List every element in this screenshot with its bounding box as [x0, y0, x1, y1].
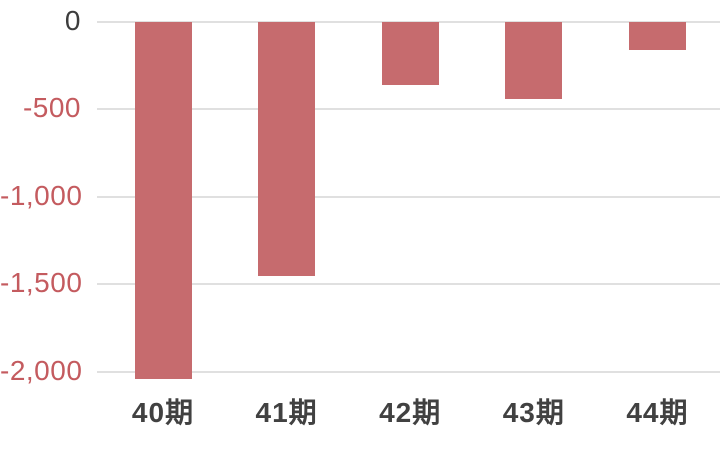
bar-41期 — [258, 22, 316, 277]
gridline — [97, 195, 720, 198]
gridline — [97, 108, 720, 111]
x-axis-tick-label: 43期 — [502, 397, 565, 428]
gridline — [97, 370, 720, 373]
y-axis-tick-label: -1,000 — [0, 179, 83, 211]
x-axis-tick-label: 41期 — [255, 397, 318, 428]
y-axis-tick-label: -1,500 — [0, 267, 83, 299]
gridline — [97, 20, 720, 23]
x-axis-tick-label: 44期 — [626, 397, 689, 428]
y-axis-tick-label: -2,000 — [0, 354, 83, 386]
x-axis-tick-label: 42期 — [379, 397, 442, 428]
bar-44期 — [628, 22, 686, 51]
bar-43期 — [505, 22, 563, 100]
x-axis-tick-label: 40期 — [131, 397, 195, 428]
y-axis-tick-label: 0 — [64, 4, 81, 36]
gridline — [97, 283, 720, 286]
y-axis-tick-label: -500 — [22, 92, 81, 124]
bar-42期 — [381, 22, 439, 86]
bar-40期 — [134, 22, 192, 380]
